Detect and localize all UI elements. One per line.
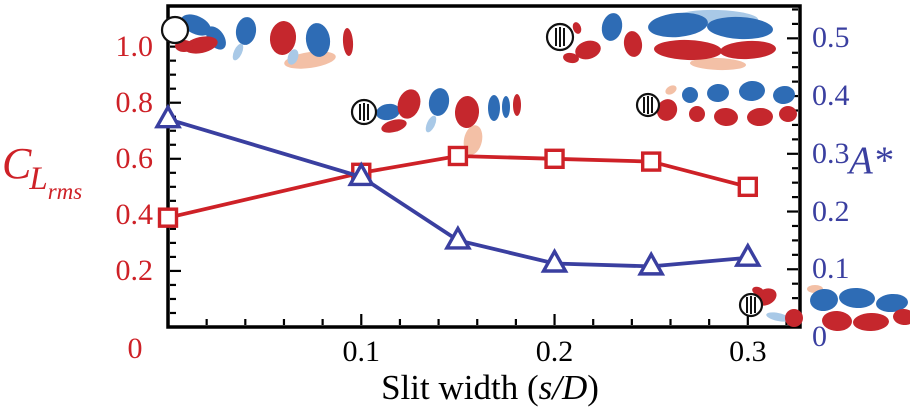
slit-cylinder-icon	[738, 292, 764, 318]
right-axis-tick-label: 0.1	[812, 252, 850, 286]
slit-cylinder-icon	[545, 22, 575, 52]
x-axis-title-prefix: Slit width (	[381, 368, 539, 407]
wake-inset-elongated-shear-layers-icon	[545, 9, 776, 71]
data-point-triangle	[347, 161, 376, 187]
data-point-triangle	[733, 242, 762, 267]
origin-tick-label: 0	[127, 332, 143, 365]
right-axis-tick-label: 0.2	[812, 194, 850, 228]
left-axis-title-subsub: rms	[47, 179, 83, 204]
a-star-series	[154, 103, 762, 276]
slit-cylinder-icon	[635, 92, 661, 118]
data-point-triangle	[154, 103, 182, 129]
data-point-triangle	[443, 224, 472, 250]
x-axis-tick-label: 0.2	[535, 335, 574, 368]
wake-insets	[160, 9, 910, 332]
data-point-triangle	[540, 248, 569, 273]
x-axis-tick-label: 0.1	[342, 335, 381, 368]
right-axis-title: A*	[849, 139, 893, 182]
left-axis-tick-label: 0.2	[115, 253, 154, 287]
x-axis-title-math: s/D	[538, 368, 588, 407]
left-axis-title-sub: L	[29, 161, 48, 197]
slit-cylinder-icon	[350, 98, 378, 126]
data-point-square	[157, 207, 179, 228]
wake-inset-no-slit-karman-street-icon	[160, 14, 354, 69]
left-axis-tick-label: 0.6	[115, 141, 154, 175]
left-axis-tick-label: 0.8	[115, 85, 154, 119]
wake-inset-deflected-wake-icon	[738, 285, 910, 332]
left-axis-title: CLrms	[2, 138, 84, 204]
data-point-triangle	[637, 250, 666, 276]
left-axis-tick-label: 0.4	[115, 197, 154, 231]
cl-rms-series	[157, 145, 759, 228]
wake-inset-slit-cylinder-2s-street-icon	[350, 88, 521, 155]
wake-inset-parallel-vortex-rows-icon	[635, 80, 797, 127]
right-axis-tick-label: 0.3	[812, 136, 850, 170]
right-axis-ticks	[787, 8, 798, 314]
x-axis-title: Slit width (s/D)	[300, 369, 680, 407]
x-axis-title-suffix: )	[587, 368, 599, 407]
left-axis-ticks	[170, 17, 181, 315]
left-axis-tick-label: 1.0	[115, 29, 154, 63]
right-axis-tick-label: 0.4	[812, 79, 850, 113]
data-point-square	[544, 148, 565, 169]
data-series	[154, 103, 762, 276]
x-axis-ticks	[205, 314, 788, 325]
data-point-square	[447, 145, 469, 167]
x-axis-tick-label: 0.3	[729, 335, 767, 368]
right-axis-tick-label: 0.5	[812, 21, 850, 55]
data-point-square	[737, 176, 759, 198]
left-axis-title-main: C	[2, 139, 32, 188]
right-axis-tick-label: 0	[812, 320, 827, 353]
data-point-square	[640, 151, 662, 172]
